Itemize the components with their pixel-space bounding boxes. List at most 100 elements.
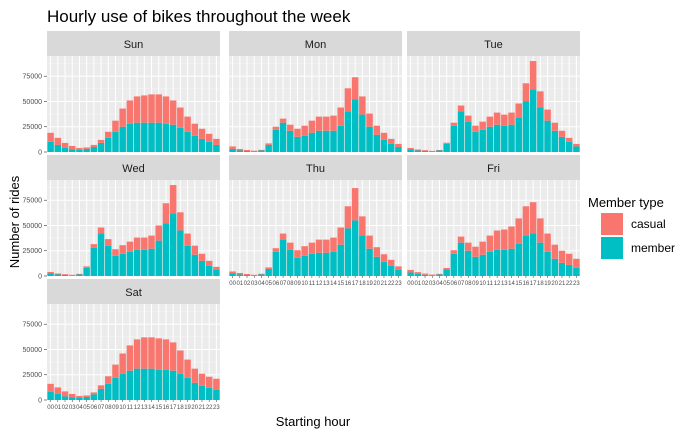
y-tick-label: 50000 — [23, 99, 43, 106]
bar-member-mon-09 — [294, 136, 301, 152]
x-tick-label: 19 — [366, 281, 373, 287]
bar-member-fri-02 — [421, 274, 429, 276]
bar-member-fri-11 — [486, 251, 494, 276]
bar-member-thu-01 — [236, 274, 244, 276]
bar-casual-wed-10 — [119, 245, 126, 254]
bar-casual-thu-13 — [323, 239, 330, 253]
bar-member-mon-05 — [265, 144, 272, 152]
bar-member-mon-01 — [236, 150, 244, 152]
bar-member-tue-21 — [558, 136, 566, 152]
bar-member-tue-12 — [493, 124, 501, 152]
facet-strip — [229, 155, 402, 180]
bar-casual-thu-10 — [301, 246, 308, 256]
bar-member-thu-05 — [265, 268, 272, 276]
bar-member-wed-22 — [205, 265, 213, 276]
bar-member-tue-07 — [457, 111, 465, 152]
bar-member-thu-20 — [373, 256, 381, 276]
bar-member-tue-16 — [522, 101, 530, 152]
panel-background — [47, 304, 220, 400]
facet-label: Mon — [305, 39, 326, 51]
bar-member-thu-13 — [323, 252, 330, 276]
bar-member-fri-12 — [493, 249, 501, 276]
bar-member-mon-23 — [395, 146, 402, 152]
facet-strip — [407, 155, 580, 180]
bar-casual-wed-13 — [141, 237, 148, 250]
bar-member-thu-23 — [395, 269, 402, 276]
bar-member-sat-12 — [133, 368, 141, 400]
x-tick-label: 00 — [47, 405, 54, 411]
bar-casual-sat-05 — [83, 395, 90, 397]
bar-casual-sun-04 — [76, 147, 83, 150]
bar-casual-tue-12 — [493, 112, 501, 125]
bar-member-tue-20 — [551, 130, 559, 152]
bar-member-mon-20 — [373, 134, 381, 152]
bar-casual-tue-13 — [501, 114, 508, 126]
bar-casual-sun-06 — [90, 144, 98, 147]
bar-casual-sun-19 — [184, 116, 191, 132]
x-tick-label: 17 — [170, 405, 177, 411]
x-tick-label: 03 — [251, 281, 258, 287]
bar-casual-wed-20 — [191, 245, 199, 255]
bar-casual-mon-01 — [236, 148, 244, 151]
x-tick-label: 09 — [112, 405, 119, 411]
bar-casual-tue-14 — [508, 112, 515, 125]
y-tick-label: 25000 — [23, 248, 43, 255]
bar-casual-wed-11 — [126, 241, 134, 252]
x-tick-label: 12 — [316, 281, 323, 287]
bar-member-sun-23 — [213, 144, 220, 152]
bar-member-sat-18 — [177, 373, 184, 400]
bar-casual-mon-14 — [330, 115, 337, 131]
x-tick-label: 06 — [91, 405, 98, 411]
bar-casual-fri-20 — [551, 244, 559, 259]
bar-casual-sat-15 — [155, 338, 162, 370]
bar-casual-fri-14 — [508, 226, 515, 249]
bar-casual-sat-10 — [119, 353, 126, 374]
bar-member-mon-15 — [337, 125, 344, 152]
bar-member-sat-21 — [198, 385, 206, 400]
bar-casual-thu-00 — [229, 271, 236, 274]
bar-casual-sun-08 — [105, 131, 112, 138]
bar-casual-thu-07 — [279, 233, 287, 240]
bar-member-mon-14 — [330, 130, 337, 152]
bar-casual-fri-17 — [529, 202, 537, 234]
bar-member-tue-17 — [529, 89, 537, 152]
bar-member-sun-03 — [68, 149, 76, 152]
bar-member-sat-06 — [90, 394, 98, 400]
facet-tue: Tue — [407, 31, 580, 153]
bar-casual-wed-02 — [61, 274, 69, 275]
bar-member-mon-04 — [258, 150, 265, 152]
x-tick-label: 15 — [337, 281, 344, 287]
bar-casual-wed-21 — [198, 253, 206, 261]
bar-member-sun-20 — [191, 135, 199, 152]
bar-member-wed-18 — [177, 230, 184, 276]
bar-member-tue-09 — [472, 131, 479, 152]
bar-member-mon-18 — [359, 114, 366, 152]
x-tick-label: 01 — [414, 281, 421, 287]
bar-casual-thu-17 — [351, 188, 359, 221]
x-tick-label: 09 — [294, 281, 301, 287]
bar-casual-mon-15 — [337, 107, 344, 126]
bar-casual-wed-07 — [97, 227, 105, 234]
bar-casual-wed-15 — [155, 225, 162, 241]
bar-casual-sat-04 — [76, 395, 83, 398]
bar-member-sun-04 — [76, 149, 83, 152]
bar-member-thu-17 — [351, 220, 359, 276]
bar-casual-thu-16 — [344, 206, 352, 229]
bar-member-thu-15 — [337, 244, 344, 276]
bar-casual-fri-03 — [428, 274, 436, 276]
bar-casual-mon-02 — [243, 149, 251, 151]
bar-member-sun-11 — [126, 123, 134, 152]
legend-key-member — [601, 237, 623, 259]
y-tick-label: 50000 — [23, 347, 43, 354]
x-tick-label: 08 — [105, 405, 112, 411]
bar-member-thu-21 — [380, 261, 388, 276]
bar-casual-sun-14 — [148, 94, 155, 123]
bar-casual-tue-07 — [457, 105, 465, 112]
x-tick-label: 17 — [352, 281, 359, 287]
bar-member-wed-09 — [112, 255, 119, 276]
bar-casual-sat-03 — [68, 393, 76, 398]
bar-casual-tue-02 — [421, 150, 429, 151]
x-tick-label: 19 — [184, 405, 191, 411]
bar-casual-sat-01 — [54, 387, 62, 394]
x-tick-label: 11 — [127, 405, 134, 411]
